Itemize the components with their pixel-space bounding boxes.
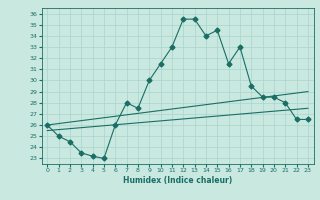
X-axis label: Humidex (Indice chaleur): Humidex (Indice chaleur) xyxy=(123,176,232,185)
